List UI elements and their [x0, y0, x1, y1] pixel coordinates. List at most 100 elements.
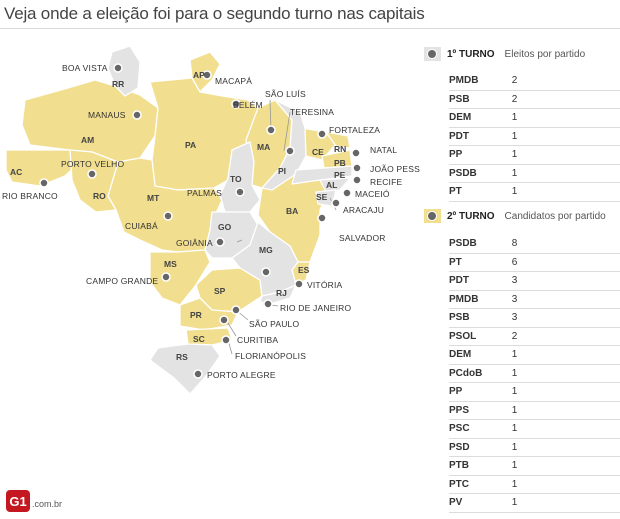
table-row: PT 6	[449, 253, 620, 272]
label-ms: MS	[164, 259, 177, 269]
dot-joao-pessoa	[352, 163, 362, 173]
city-rio-branco: RIO BRANCO	[2, 191, 58, 201]
table-row: PSC 1	[449, 419, 620, 439]
g1-domain: .com.br	[32, 499, 63, 509]
dot-campo-grande	[161, 272, 171, 282]
dot-boa-vista	[113, 63, 123, 73]
dot-cuiaba	[163, 211, 173, 221]
label-ba: BA	[286, 206, 298, 216]
table-row: DEM 1	[449, 345, 620, 365]
g1-logo: G1	[6, 490, 30, 512]
city-sao-paulo: SÃO PAULO	[249, 319, 299, 329]
party-count: 1	[511, 345, 620, 365]
table-row: PDT 3	[449, 271, 620, 291]
city-teresina: TERESINA	[290, 107, 334, 117]
table-row: PSB 3	[449, 308, 620, 328]
dot-macapa	[202, 70, 212, 80]
city-belem: BELÉM	[233, 100, 263, 110]
city-boa-vista: BOA VISTA	[62, 63, 108, 73]
dot-manaus	[132, 110, 142, 120]
city-rio-de-janeiro: RIO DE JANEIRO	[280, 303, 351, 313]
party-count: 1	[511, 456, 620, 476]
label-ce: CE	[312, 147, 324, 157]
second-round-table: PSDB 8 PT 6 PDT 3 PMDB 3 PSB 3 PSOL 2 DEM 1 PCdoB 1 PP 1 P…	[449, 235, 620, 513]
party-name: PMDB	[449, 290, 512, 309]
dot-vitoria	[294, 279, 304, 289]
label-rs: RS	[176, 352, 188, 362]
dot-rio-branco	[39, 178, 49, 188]
party-count: 1	[511, 493, 620, 513]
city-sao-luis: SÃO LUÍS	[265, 89, 306, 99]
table-row: PCdoB 1	[449, 364, 620, 383]
party-count: 3	[511, 308, 620, 328]
table-row: PT 1	[449, 182, 620, 202]
party-count: 1	[511, 182, 620, 202]
dot-fortaleza	[317, 129, 327, 139]
label-pe: PE	[334, 170, 346, 180]
party-count: 1	[511, 382, 620, 402]
dot-maceio	[342, 188, 352, 198]
label-mg: MG	[259, 245, 273, 255]
state-am	[21, 79, 159, 163]
party-count: 1	[511, 127, 620, 146]
dot-florianopolis	[221, 335, 231, 345]
party-name: PMDB	[449, 72, 512, 91]
label-rn: RN	[334, 144, 346, 154]
table-row: PSB 2	[449, 90, 620, 109]
dot-aracaju	[331, 198, 341, 208]
label-pb: PB	[334, 158, 346, 168]
dot-porto-velho	[87, 169, 97, 179]
party-count: 8	[511, 235, 620, 254]
party-name: PSD	[449, 438, 512, 457]
table-row: PP 1	[449, 145, 620, 165]
state-rj	[259, 284, 297, 305]
state-rs	[149, 343, 221, 395]
label-ro: RO	[93, 191, 106, 201]
table-row: PSDB 1	[449, 164, 620, 183]
dot-bh	[261, 267, 271, 277]
city-recife: RECIFE	[370, 177, 403, 187]
table-row: PDT 1	[449, 127, 620, 146]
city-cuiaba: CUIABÁ	[125, 221, 158, 231]
second-round-header: 2º TURNO Candidatos por partido	[424, 208, 606, 224]
label-sp: SP	[214, 286, 226, 296]
party-name: DEM	[449, 108, 512, 128]
party-name: PTB	[449, 456, 512, 476]
title-divider	[0, 28, 620, 29]
table-row: PSOL 2	[449, 327, 620, 346]
party-name: PSDB	[449, 164, 512, 183]
state-pi	[261, 99, 307, 191]
party-name: PSB	[449, 308, 512, 328]
brazil-map: AC AM RR AP PA MA PI CE RN PB PE AL SE B…	[2, 45, 420, 395]
first-round-title: 1º TURNO	[447, 48, 495, 60]
label-sc: SC	[193, 334, 205, 344]
label-al: AL	[326, 180, 337, 190]
label-es: ES	[298, 265, 310, 275]
party-name: DEM	[449, 345, 512, 365]
dot-recife	[352, 175, 362, 185]
dot-porto-alegre	[193, 369, 203, 379]
city-campo-grande: CAMPO GRANDE	[86, 276, 158, 286]
state-pe	[291, 165, 353, 185]
party-name: PT	[449, 253, 512, 272]
party-count: 1	[511, 145, 620, 165]
dot-icon	[427, 211, 437, 221]
dot-natal	[351, 148, 361, 158]
label-ma: MA	[257, 142, 270, 152]
party-name: PT	[449, 182, 512, 202]
city-curitiba: CURITIBA	[237, 335, 278, 345]
dot-palmas	[235, 187, 245, 197]
city-fortaleza: FORTALEZA	[329, 125, 380, 135]
label-rj: RJ	[276, 288, 287, 298]
first-round-table: PMDB 2 PSB 2 DEM 1 PDT 1 PP 1 PSDB 1 PT 1	[449, 72, 620, 202]
label-rr: RR	[112, 79, 124, 89]
table-row: PP 1	[449, 382, 620, 402]
label-pi: PI	[278, 166, 286, 176]
dot-curitiba	[219, 315, 229, 325]
city-aracaju: ARACAJU	[343, 205, 384, 215]
party-name: PDT	[449, 271, 512, 291]
first-round-subtitle: Eleitos por partido	[504, 48, 586, 60]
table-row: PMDB 3	[449, 290, 620, 309]
city-florianopolis: FLORIANÓPOLIS	[235, 351, 306, 361]
table-row: PMDB 2	[449, 72, 620, 91]
